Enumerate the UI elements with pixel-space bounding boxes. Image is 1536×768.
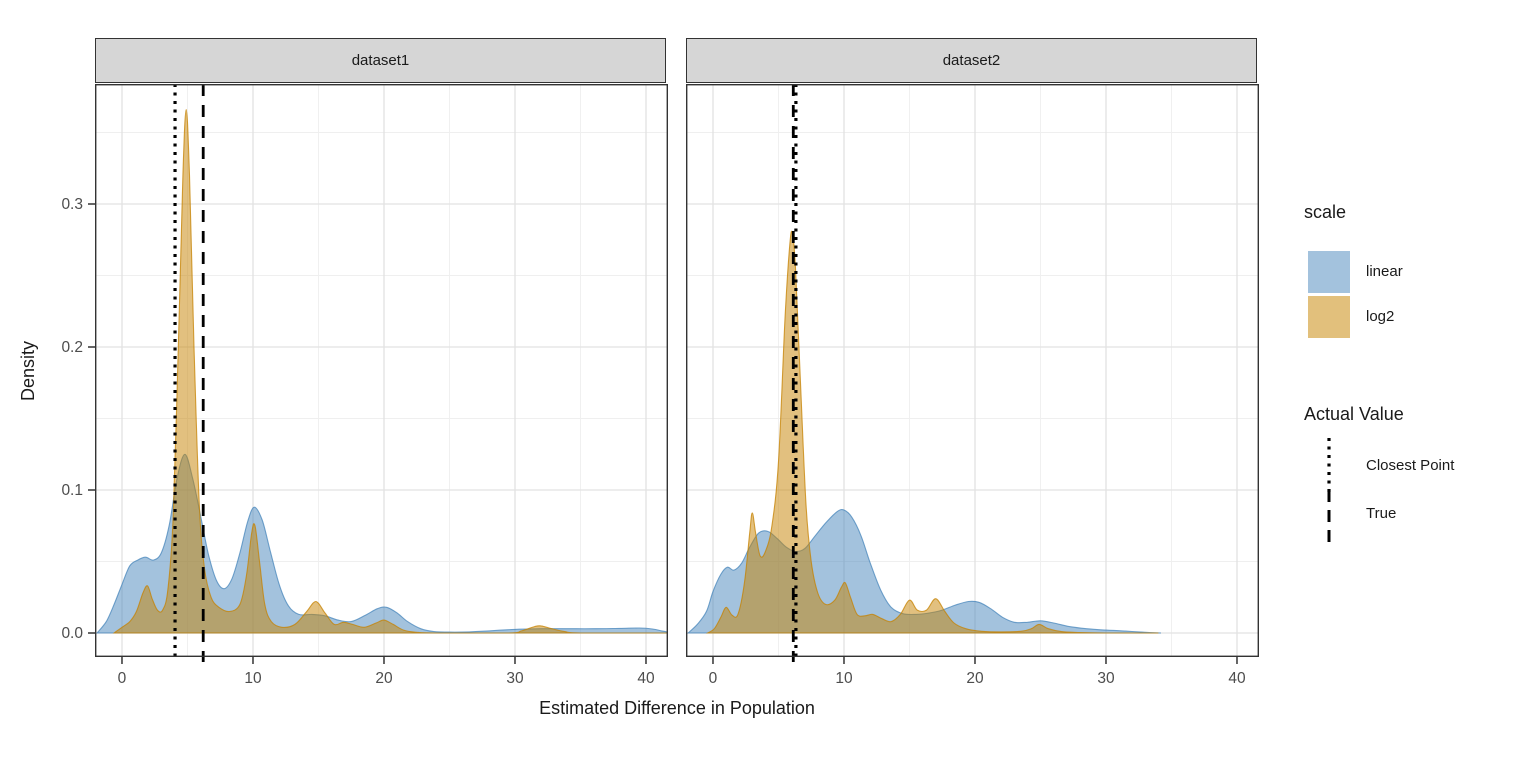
- density-area-log2: [112, 109, 667, 634]
- x-axis-tick-label: 20: [375, 670, 393, 687]
- x-axis-tick-label: 0: [118, 670, 127, 687]
- facet-strip-label: dataset2: [942, 52, 1001, 69]
- y-axis-title: Density: [18, 340, 38, 402]
- panel-dataset1: 0 10 20 30 40 0.0 0.1 0.2 0.3: [61, 83, 668, 687]
- facet-strip-dataset1: dataset1: [95, 38, 666, 83]
- y-axis-tick-label: 0.1: [61, 482, 83, 499]
- legend-actual-value-title: Actual Value: [1304, 404, 1404, 424]
- legend-label-linear: linear: [1366, 263, 1403, 280]
- y-axis-tick-label: 0.0: [61, 625, 83, 642]
- legend-label-closest-point: Closest Point: [1366, 457, 1455, 474]
- density-area-log2: [705, 230, 1159, 634]
- x-axis-title: Estimated Difference in Population: [539, 698, 815, 718]
- dotted-line-key-icon: [1327, 438, 1331, 494]
- dashed-line-key-icon: [1327, 490, 1331, 546]
- x-axis-tick-label: 10: [244, 670, 262, 687]
- panel-dataset2: 0 10 20 30 40: [685, 83, 1259, 687]
- legend-label-log2: log2: [1366, 308, 1395, 325]
- facet-strip-dataset2: dataset2: [686, 38, 1257, 83]
- y-axis-tick-label: 0.2: [61, 339, 83, 356]
- legend-scale-title: scale: [1304, 202, 1347, 222]
- x-axis-tick-label: 10: [835, 670, 853, 687]
- x-axis-tick-label: 30: [1097, 670, 1115, 687]
- legend: scale linear log2 Actual Value Closest P…: [1300, 0, 1536, 768]
- facet-strip-label: dataset1: [351, 52, 410, 69]
- legend-label-true: True: [1366, 505, 1397, 522]
- legend-swatch-linear: [1308, 251, 1350, 293]
- panel-border: [685, 83, 1259, 657]
- density-area-linear: [95, 453, 668, 634]
- x-axis-tick-label: 20: [966, 670, 984, 687]
- x-axis-tick-label: 40: [1228, 670, 1246, 687]
- y-axis-tick-label: 0.3: [61, 196, 83, 213]
- panel-border: [94, 83, 668, 657]
- x-axis-tick-label: 0: [709, 670, 718, 687]
- x-axis-tick-label: 30: [506, 670, 524, 687]
- legend-swatch-log2: [1308, 296, 1350, 338]
- x-axis-tick-label: 40: [637, 670, 655, 687]
